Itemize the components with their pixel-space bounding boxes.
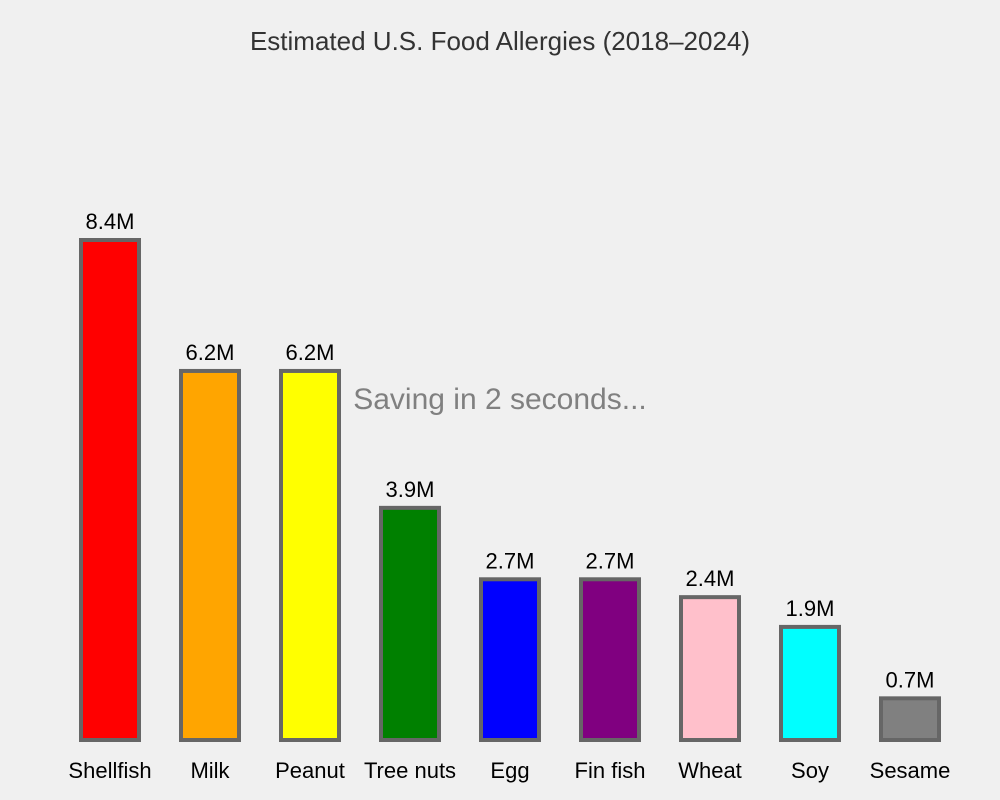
bar-sesame (879, 696, 941, 742)
value-label: 2.4M (686, 566, 735, 591)
category-label: Wheat (678, 758, 742, 783)
value-labels-group: 8.4M 6.2M 6.2M 3.9M 2.7M 2.7M 2.4M 1.9M 0.7M (86, 209, 935, 692)
bar-shellfish (79, 238, 141, 742)
value-label: 1.9M (786, 596, 835, 621)
value-label: 8.4M (86, 209, 135, 234)
bar-egg (479, 577, 541, 742)
saving-status-text: Saving in 2 seconds... (353, 383, 647, 416)
category-label: Egg (490, 758, 529, 783)
category-label: Tree nuts (364, 758, 456, 783)
value-label: 6.2M (286, 340, 335, 365)
category-label: Soy (791, 758, 829, 783)
value-label: 0.7M (886, 667, 935, 692)
value-label: 2.7M (486, 548, 535, 573)
bar-wheat (679, 595, 741, 743)
value-label: 3.9M (386, 477, 435, 502)
bar-fin-fish (579, 577, 641, 742)
category-label: Peanut (275, 758, 345, 783)
bars-group (79, 238, 941, 743)
bar-peanut (279, 368, 341, 742)
category-label: Shellfish (68, 758, 151, 783)
category-label: Sesame (870, 758, 951, 783)
category-label: Fin fish (575, 758, 646, 783)
bar-tree-nuts (379, 505, 441, 742)
chart-title: Estimated U.S. Food Allergies (2018–2024… (250, 26, 750, 56)
category-label: Milk (190, 758, 230, 783)
value-label: 6.2M (186, 340, 235, 365)
bar-soy (779, 624, 841, 743)
value-label: 2.7M (586, 548, 635, 573)
category-labels-group: Shellfish Milk Peanut Tree nuts Egg Fin fish W… (68, 758, 950, 783)
bar-milk (179, 368, 241, 742)
